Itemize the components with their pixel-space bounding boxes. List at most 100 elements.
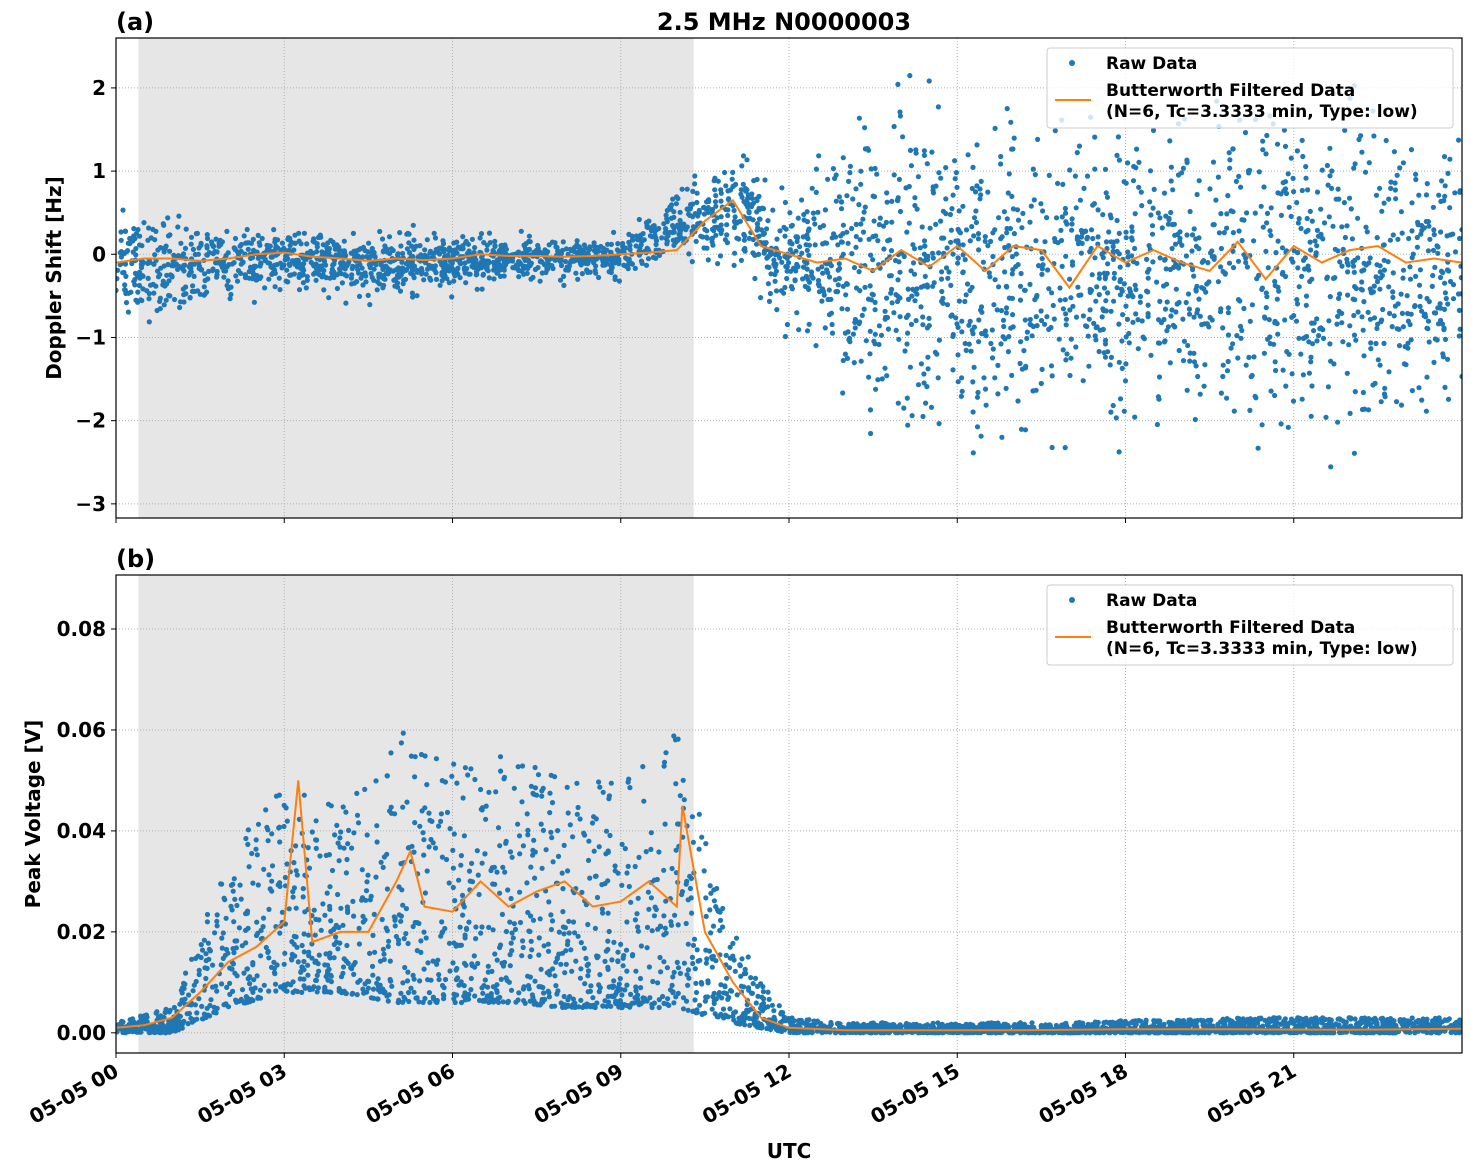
raw-data-point: [469, 976, 474, 981]
raw-data-point: [326, 802, 331, 807]
raw-data-point: [685, 187, 690, 192]
raw-data-point: [1117, 158, 1122, 163]
raw-data-point: [341, 260, 346, 265]
raw-data-point: [561, 239, 566, 244]
raw-data-point: [257, 243, 262, 248]
raw-data-point: [1314, 250, 1319, 255]
raw-data-point: [210, 242, 215, 247]
raw-data-point: [955, 238, 960, 243]
raw-data-point: [953, 315, 958, 320]
raw-data-point: [1283, 144, 1288, 149]
raw-data-point: [841, 223, 846, 228]
raw-data-point: [1129, 293, 1134, 298]
raw-data-point: [1353, 161, 1358, 166]
raw-data-point: [538, 916, 543, 921]
raw-data-point: [228, 292, 233, 297]
raw-data-point: [644, 849, 649, 854]
raw-data-point: [1314, 243, 1319, 248]
y-axis-label-a: Doppler Shift [Hz]: [42, 176, 66, 380]
raw-data-point: [164, 298, 169, 303]
raw-data-point: [388, 750, 393, 755]
raw-data-point: [813, 343, 818, 348]
raw-data-point: [1226, 332, 1231, 337]
raw-data-point: [1352, 270, 1357, 275]
raw-data-point: [908, 148, 913, 153]
raw-data-point: [1348, 411, 1353, 416]
raw-data-point: [1036, 263, 1041, 268]
raw-data-point: [1334, 197, 1339, 202]
raw-data-point: [377, 272, 382, 277]
raw-data-point: [256, 822, 261, 827]
raw-data-point: [516, 274, 521, 279]
raw-data-point: [131, 279, 136, 284]
raw-data-point: [1356, 309, 1361, 314]
raw-data-point: [820, 271, 825, 276]
raw-data-point: [787, 210, 792, 215]
raw-data-point: [713, 204, 718, 209]
raw-data-point: [1361, 267, 1366, 272]
raw-data-point: [1192, 226, 1197, 231]
raw-data-point: [948, 283, 953, 288]
raw-data-point: [1084, 236, 1089, 241]
raw-data-point: [1376, 357, 1381, 362]
raw-data-point: [1241, 218, 1246, 223]
raw-data-point: [1018, 298, 1023, 303]
raw-data-point: [1184, 300, 1189, 305]
raw-data-point: [1078, 198, 1083, 203]
raw-data-point: [165, 262, 170, 267]
raw-data-point: [634, 243, 639, 248]
raw-data-point: [1431, 248, 1436, 253]
raw-data-point: [1243, 130, 1248, 135]
raw-data-point: [535, 243, 540, 248]
raw-data-point: [922, 148, 927, 153]
raw-data-point: [597, 844, 602, 849]
raw-data-point: [894, 328, 899, 333]
raw-data-point: [317, 264, 322, 269]
raw-data-point: [331, 927, 336, 932]
raw-data-point: [1184, 253, 1189, 258]
raw-data-point: [761, 206, 766, 211]
raw-data-point: [223, 264, 228, 269]
raw-data-point: [147, 319, 152, 324]
raw-data-point: [644, 263, 649, 268]
raw-data-point: [366, 293, 371, 298]
raw-data-point: [1342, 200, 1347, 205]
raw-data-point: [1230, 209, 1235, 214]
raw-data-point: [904, 341, 909, 346]
raw-data-point: [1100, 212, 1105, 217]
raw-data-point: [297, 287, 302, 292]
raw-data-point: [1005, 106, 1010, 111]
raw-data-point: [312, 240, 317, 245]
shaded-interval: [138, 575, 693, 1053]
raw-data-point: [1448, 279, 1453, 284]
raw-data-point: [380, 236, 385, 241]
raw-data-point: [827, 312, 832, 317]
raw-data-point: [1291, 189, 1296, 194]
raw-data-point: [664, 216, 669, 221]
raw-data-point: [470, 237, 475, 242]
raw-data-point: [949, 206, 954, 211]
raw-data-point: [1415, 220, 1420, 225]
raw-data-point: [1394, 399, 1399, 404]
raw-data-point: [766, 281, 771, 286]
raw-data-point: [1368, 340, 1373, 345]
raw-data-point: [950, 367, 955, 372]
raw-data-point: [1308, 240, 1313, 245]
raw-data-point: [424, 272, 429, 277]
raw-data-point: [920, 314, 925, 319]
raw-data-point: [1097, 349, 1102, 354]
raw-data-point: [1272, 393, 1277, 398]
raw-data-point: [833, 277, 838, 282]
raw-data-point: [898, 314, 903, 319]
raw-data-point: [718, 199, 723, 204]
raw-data-point: [1123, 361, 1128, 366]
raw-data-point: [1123, 378, 1128, 383]
raw-data-point: [475, 287, 480, 292]
raw-data-point: [661, 221, 666, 226]
raw-data-point: [1330, 224, 1335, 229]
raw-data-point: [721, 1007, 726, 1012]
raw-data-point: [187, 264, 192, 269]
raw-data-point: [1177, 300, 1182, 305]
